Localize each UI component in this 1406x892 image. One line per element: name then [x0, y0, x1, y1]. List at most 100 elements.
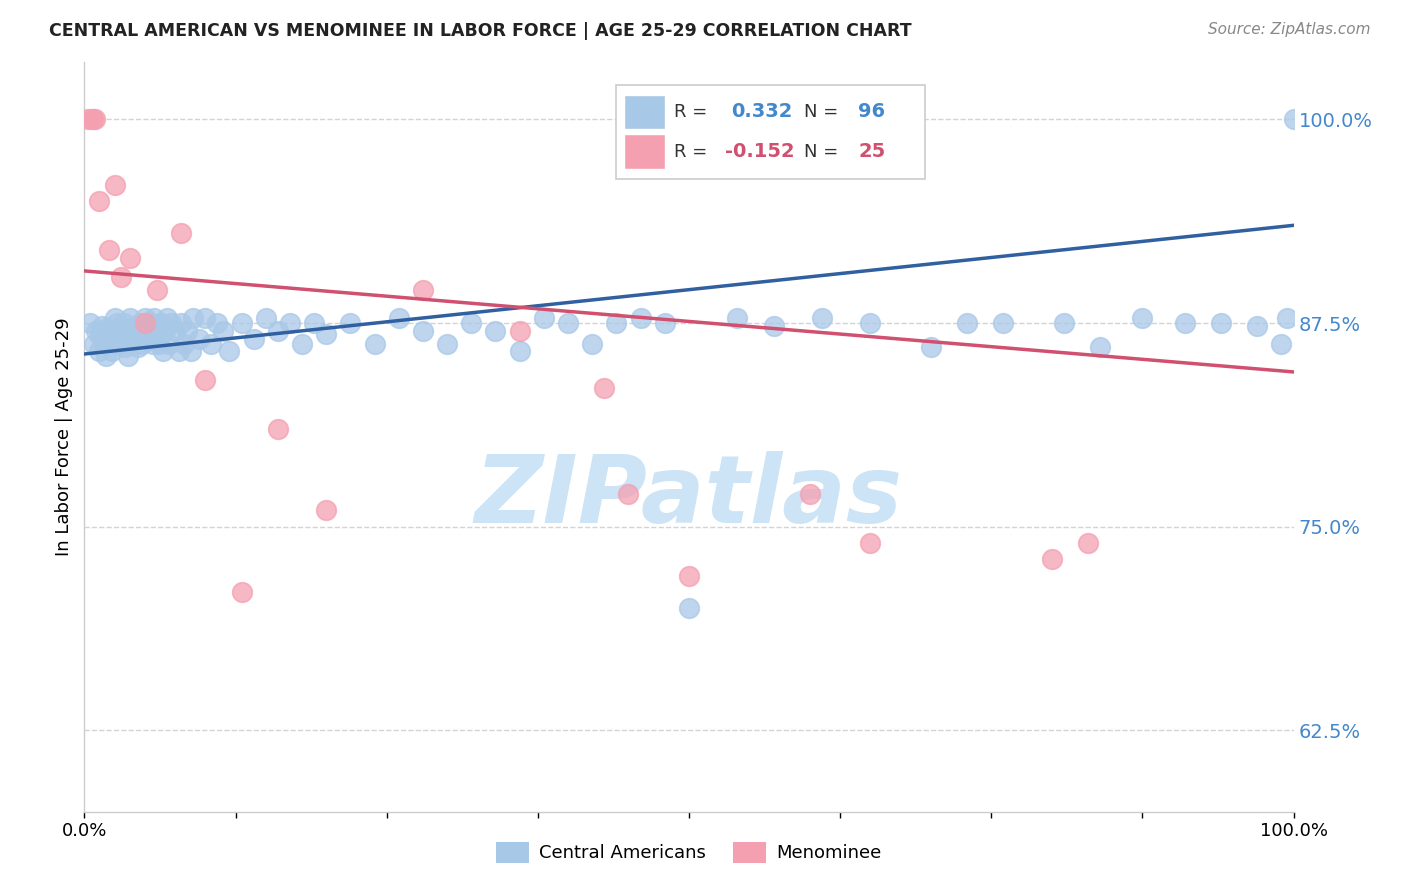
Point: [412, 324, 434, 338]
Point: [105, 316, 128, 330]
Point: [509, 343, 531, 358]
Point: [1270, 337, 1292, 351]
Point: [104, 311, 127, 326]
Point: [188, 332, 211, 346]
Point: [231, 584, 253, 599]
Point: [207, 316, 229, 330]
Point: [84, 112, 107, 127]
Point: [412, 284, 434, 298]
Point: [120, 311, 142, 326]
Point: [278, 316, 301, 330]
Point: [254, 311, 277, 326]
Point: [160, 316, 183, 330]
Point: [96, 321, 118, 335]
Point: [124, 321, 146, 335]
Point: [180, 343, 202, 358]
Point: [110, 324, 132, 338]
Point: [200, 337, 222, 351]
Point: [115, 321, 138, 335]
Point: [131, 337, 153, 351]
Text: -0.152: -0.152: [725, 142, 794, 161]
Point: [1282, 112, 1305, 127]
Legend: Central Americans, Menominee: Central Americans, Menominee: [489, 835, 889, 870]
Point: [859, 316, 882, 330]
Point: [170, 316, 193, 330]
Point: [149, 316, 172, 330]
Point: [1246, 319, 1268, 334]
Point: [134, 311, 156, 326]
Point: [460, 316, 482, 330]
Point: [605, 316, 627, 330]
Point: [142, 337, 165, 351]
Point: [129, 316, 152, 330]
Point: [194, 311, 217, 326]
Point: [231, 316, 253, 330]
Point: [110, 270, 132, 285]
Point: [136, 332, 159, 346]
Point: [218, 343, 240, 358]
Point: [176, 324, 198, 338]
Point: [920, 341, 942, 355]
Point: [363, 337, 385, 351]
Point: [181, 311, 204, 326]
Text: Source: ZipAtlas.com: Source: ZipAtlas.com: [1208, 22, 1371, 37]
Point: [112, 316, 135, 330]
Point: [1077, 536, 1099, 550]
Point: [120, 251, 142, 265]
Point: [77, 112, 100, 127]
Point: [93, 337, 115, 351]
Point: [80, 112, 103, 127]
Point: [533, 311, 555, 326]
Point: [94, 327, 117, 342]
Point: [121, 332, 143, 346]
Point: [484, 324, 506, 338]
Point: [146, 324, 169, 338]
Point: [79, 316, 101, 330]
Point: [436, 337, 458, 351]
Point: [97, 332, 120, 346]
FancyBboxPatch shape: [616, 85, 925, 178]
Point: [1053, 316, 1076, 330]
Point: [617, 487, 640, 501]
Point: [678, 568, 700, 582]
Point: [1088, 341, 1111, 355]
Point: [678, 601, 700, 615]
Point: [155, 324, 177, 338]
Point: [82, 112, 104, 127]
Point: [148, 337, 170, 351]
Point: [811, 311, 834, 326]
Point: [170, 227, 193, 241]
Point: [152, 343, 174, 358]
Point: [267, 324, 290, 338]
FancyBboxPatch shape: [624, 135, 665, 169]
Point: [155, 311, 177, 326]
Point: [242, 332, 264, 346]
Point: [1277, 311, 1299, 326]
Text: R =: R =: [675, 103, 713, 121]
Point: [112, 332, 135, 346]
Point: [89, 329, 111, 343]
Point: [138, 324, 160, 338]
Point: [315, 503, 337, 517]
Point: [993, 316, 1015, 330]
Point: [146, 284, 169, 298]
Point: [143, 311, 166, 326]
Point: [581, 337, 603, 351]
Point: [87, 194, 110, 208]
Text: 0.332: 0.332: [731, 103, 793, 121]
Point: [302, 316, 325, 330]
Point: [1209, 316, 1232, 330]
Point: [104, 178, 127, 192]
Point: [101, 343, 124, 358]
Text: 25: 25: [858, 142, 886, 161]
Point: [86, 324, 108, 338]
Point: [165, 324, 187, 338]
Point: [117, 349, 139, 363]
Point: [339, 316, 361, 330]
Text: 96: 96: [858, 103, 886, 121]
Point: [1174, 316, 1197, 330]
Point: [799, 487, 821, 501]
Point: [118, 327, 141, 342]
Point: [97, 243, 120, 257]
Text: R =: R =: [675, 143, 713, 161]
